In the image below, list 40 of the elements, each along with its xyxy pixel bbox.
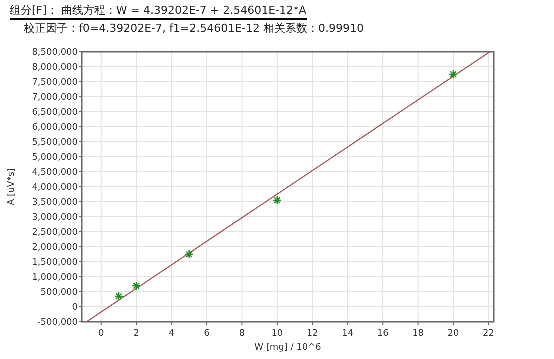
y-tick-label: 0: [72, 303, 78, 313]
x-tick-label: 8: [239, 329, 246, 339]
y-tick-label: 8,000,000: [32, 63, 78, 73]
y-tick-label: 5,000,000: [32, 153, 78, 163]
x-tick-label: 2: [134, 329, 140, 339]
y-tick-label: 6,000,000: [32, 123, 78, 133]
y-tick-label: 8,500,000: [32, 48, 78, 58]
x-axis-title: W [mg] / 10^6: [254, 343, 322, 353]
x-tick-label: 20: [448, 329, 460, 339]
y-tick-label: 3,500,000: [32, 198, 78, 208]
x-tick-label: 0: [98, 329, 104, 339]
y-tick-label: 2,500,000: [32, 228, 78, 238]
x-tick-label: 14: [342, 329, 354, 339]
x-tick-label: 10: [272, 329, 284, 339]
y-tick-label: 4,000,000: [32, 183, 78, 193]
x-tick-label: 22: [482, 329, 494, 339]
y-tick-label: 2,000,000: [32, 243, 78, 253]
y-tick-label: 3,000,000: [32, 213, 78, 223]
y-tick-label: 500,000: [40, 288, 78, 298]
x-tick-label: 16: [377, 329, 390, 339]
x-tick-label: 4: [168, 329, 175, 339]
y-tick-label: 4,500,000: [32, 168, 78, 178]
x-tick-label: 18: [412, 329, 424, 339]
chart-title: 组分[F]： 曲线方程：W = 4.39202E-7 + 2.54601E-12*A: [10, 4, 308, 17]
point: [184, 250, 194, 260]
chart-subtitle: 校正因子：f0=4.39202E-7, f1=2.54601E-12 相关系数：0.99910: [23, 22, 364, 35]
y-tick-label: -500,000: [38, 318, 78, 328]
point: [132, 281, 142, 291]
x-tick-label: 6: [204, 329, 210, 339]
point: [272, 196, 282, 206]
y-tick-label: 7,000,000: [32, 93, 78, 103]
y-tick-label: 6,500,000: [32, 108, 78, 118]
y-axis-title: A [uV*s]: [7, 168, 17, 206]
y-tick-label: 1,500,000: [32, 258, 78, 268]
y-tick-label: 1,000,000: [32, 273, 78, 283]
point: [448, 70, 458, 80]
point: [114, 292, 124, 302]
y-tick-label: 5,500,000: [32, 138, 78, 148]
y-tick-label: 7,500,000: [32, 78, 78, 88]
x-tick-label: 12: [306, 329, 318, 339]
